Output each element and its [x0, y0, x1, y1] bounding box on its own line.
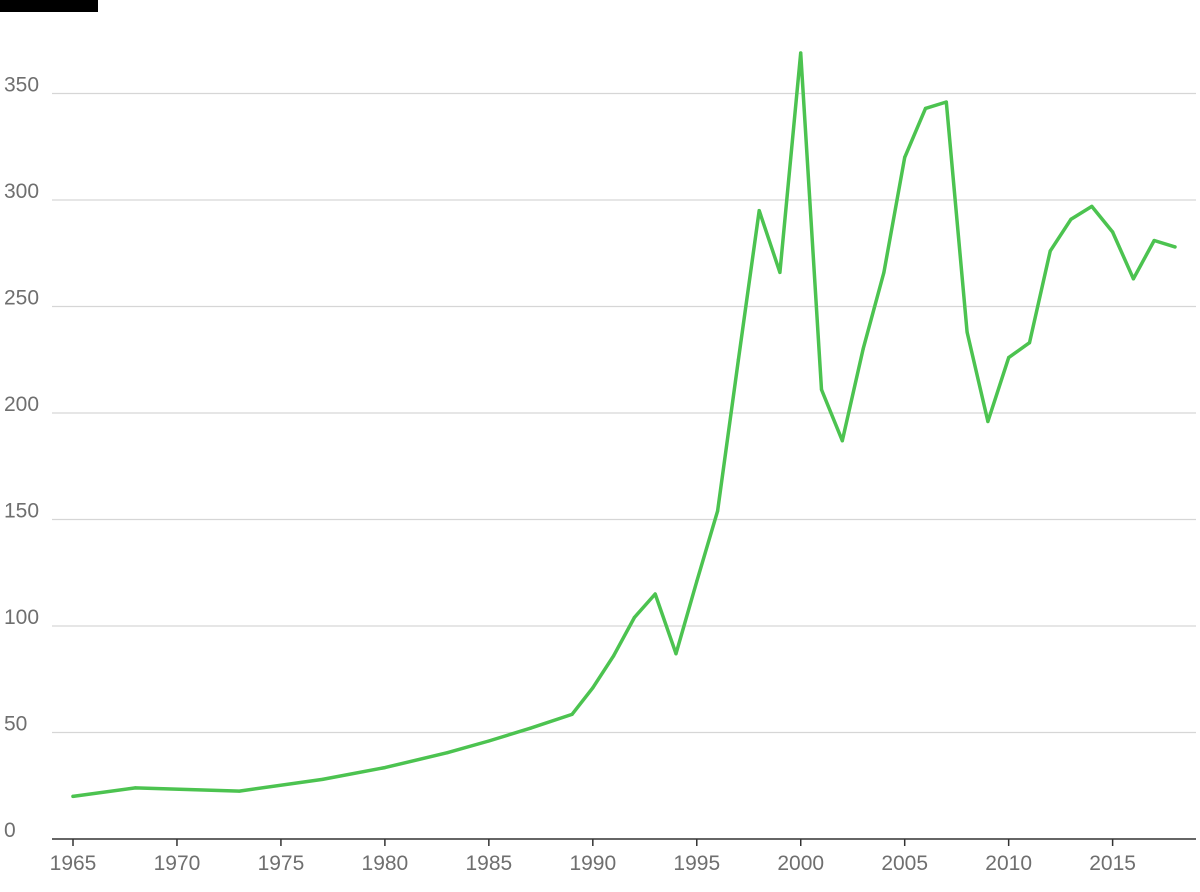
- data-points: [71, 51, 1177, 799]
- data-point-2012: [1048, 249, 1052, 253]
- y-tick-label: 200: [4, 393, 39, 416]
- data-point-2018: [1173, 245, 1177, 249]
- data-point-1994: [674, 652, 678, 656]
- data-point-2002: [840, 439, 844, 443]
- data-point-1999: [778, 270, 782, 275]
- data-point-1983: [445, 751, 449, 755]
- data-point-2008: [965, 330, 969, 334]
- x-tick-label: 1985: [465, 852, 512, 875]
- y-tick-label: 150: [4, 500, 39, 523]
- data-point-2001: [819, 387, 824, 392]
- data-point-1996: [715, 509, 720, 513]
- data-point-1998: [757, 209, 761, 213]
- x-tick-label: 2005: [881, 852, 928, 875]
- x-tick-label: 1990: [569, 852, 616, 875]
- data-point-1989: [570, 712, 574, 716]
- data-point-2007: [944, 100, 948, 104]
- data-point-2013: [1069, 217, 1073, 221]
- x-tick-label: 1995: [673, 852, 720, 875]
- y-tick-label: 300: [4, 180, 39, 203]
- data-point-2009: [986, 419, 990, 424]
- data-point-2004: [882, 270, 886, 275]
- data-point-1987: [528, 726, 533, 730]
- x-tick-label: 1975: [258, 852, 305, 875]
- x-tick-label: 1965: [50, 852, 97, 875]
- data-point-1977: [320, 777, 325, 781]
- data-point-2017: [1152, 238, 1156, 243]
- y-tick-label: 350: [4, 74, 39, 97]
- x-tick-label: 1980: [362, 852, 409, 875]
- x-tick-label: 2010: [985, 852, 1032, 875]
- x-tick-label: 1970: [154, 852, 201, 875]
- data-point-1991: [612, 654, 616, 658]
- data-point-1968: [133, 786, 137, 790]
- data-point-1980: [383, 766, 387, 770]
- y-tick-label: 250: [4, 287, 39, 310]
- data-point-1985: [487, 739, 491, 743]
- y-tick-label: 0: [4, 819, 16, 842]
- data-point-2011: [1027, 341, 1032, 345]
- data-point-1973: [237, 789, 241, 793]
- data-point-1990: [591, 686, 595, 690]
- y-axis-ticks: 0 50 100 150 200 250 300 350: [4, 74, 39, 843]
- data-point-1992: [632, 615, 636, 620]
- x-tick-label: 2000: [777, 852, 824, 875]
- y-tick-label: 100: [4, 606, 39, 629]
- data-point-2003: [861, 347, 865, 351]
- data-point-2014: [1090, 204, 1094, 208]
- data-point-2005: [903, 155, 907, 159]
- data-point-2000: [799, 51, 803, 55]
- x-tick-label: 2015: [1089, 852, 1136, 875]
- top-bar-mark: [0, 0, 98, 12]
- data-point-1997: [736, 358, 740, 362]
- x-axis-ticks: 1965 1970 1975 1980 1985 1990 1995 2000 2005 2010…: [50, 839, 1136, 875]
- y-tick-label: 50: [4, 713, 27, 736]
- data-point-1965: [71, 794, 75, 799]
- gridlines: [52, 92, 1196, 734]
- data-point-2016: [1131, 277, 1136, 281]
- data-point-1995: [695, 579, 699, 583]
- data-point-2006: [923, 106, 928, 111]
- data-point-1993: [653, 592, 657, 596]
- data-point-2015: [1111, 230, 1115, 234]
- data-point-2010: [1007, 356, 1011, 360]
- series-line: [71, 51, 1177, 799]
